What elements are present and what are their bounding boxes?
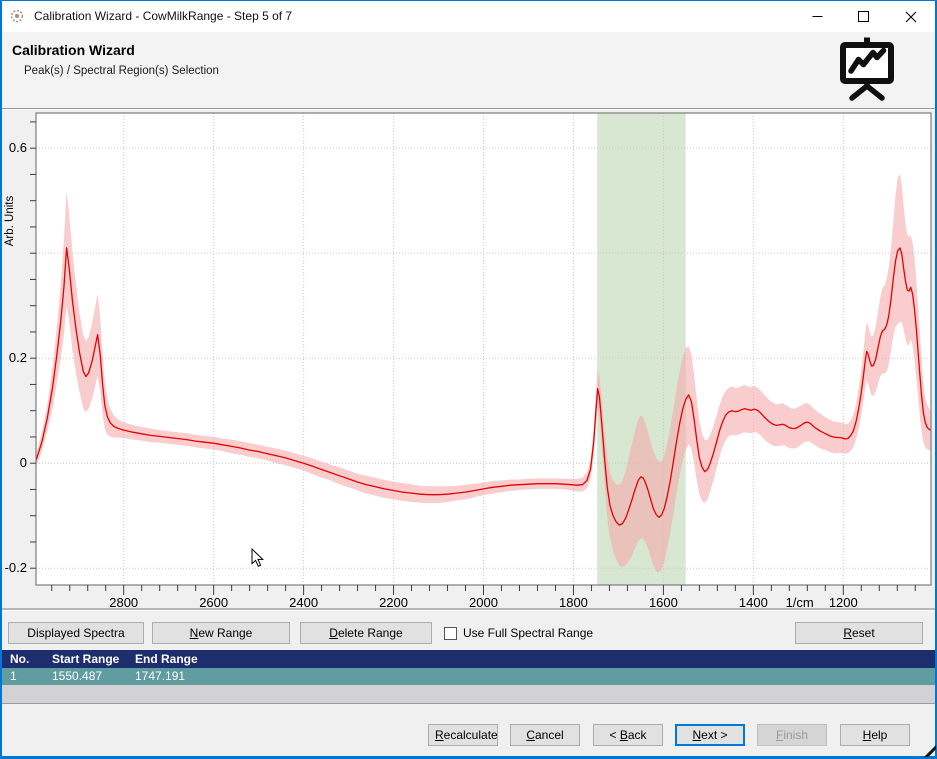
finish-button: Finish — [757, 724, 827, 746]
close-button[interactable] — [886, 1, 935, 32]
range-table-body: 1 1550.487 1747.191 — [2, 668, 935, 685]
window-title: Calibration Wizard - CowMilkRange - Step… — [34, 9, 293, 23]
cancel-button[interactable]: Cancel — [510, 724, 580, 746]
displayed-spectra-button[interactable]: Displayed Spectra — [8, 622, 144, 644]
table-cell: 1747.191 — [135, 669, 186, 683]
table-row[interactable]: 1 1550.487 1747.191 — [2, 668, 935, 685]
x-tick-label: 1600 — [649, 595, 678, 610]
minimize-button[interactable] — [794, 1, 840, 32]
wizard-header: Calibration Wizard Peak(s) / Spectral Re… — [2, 32, 935, 108]
y-tick-label: -0.2 — [5, 560, 27, 575]
page-title: Calibration Wizard — [12, 42, 135, 58]
new-range-button[interactable]: New Range — [152, 622, 290, 644]
maximize-icon — [857, 11, 869, 22]
range-table-empty-area — [2, 685, 935, 704]
table-cell: 1 — [10, 669, 17, 683]
column-end-range: End Range — [135, 652, 198, 666]
use-full-spectral-range-checkbox[interactable] — [444, 627, 457, 640]
column-no: No. — [10, 652, 30, 666]
x-tick-label: 1200 — [829, 595, 858, 610]
y-tick-label: 0.2 — [9, 350, 27, 365]
column-start-range: Start Range — [52, 652, 120, 666]
maximize-button[interactable] — [840, 1, 886, 32]
x-axis-unit-label: 1/cm — [786, 595, 814, 610]
use-full-spectral-range-label: Use Full Spectral Range — [463, 626, 594, 640]
resize-grip[interactable] — [922, 743, 936, 757]
recalculate-button[interactable]: Recalculate — [428, 724, 498, 746]
x-tick-label: 2000 — [469, 595, 498, 610]
chart-presentation-icon — [836, 36, 898, 102]
spectrum-spread-band — [36, 174, 931, 573]
y-axis-title: Arb. Units — [4, 196, 16, 247]
app-icon — [10, 9, 24, 23]
x-tick-label: 1400 — [739, 595, 768, 610]
reset-button[interactable]: Reset — [795, 622, 923, 644]
back-button[interactable]: < Back — [593, 724, 663, 746]
delete-range-button[interactable]: Delete Range — [300, 622, 432, 644]
spectrum-mean-line — [36, 247, 931, 526]
x-tick-label: 2600 — [199, 595, 228, 610]
spectrum-chart[interactable]: 2800 2600 2400 2200 2000 1800 1600 1400 1200 1/cm… — [0, 111, 937, 613]
x-tick-label: 2800 — [109, 595, 138, 610]
x-tick-label: 2400 — [289, 595, 318, 610]
header-divider — [0, 108, 937, 110]
table-cell: 1550.487 — [52, 669, 103, 683]
mouse-cursor — [251, 547, 265, 567]
close-icon — [905, 11, 916, 22]
page-subtitle: Peak(s) / Spectral Region(s) Selection — [24, 65, 219, 77]
help-button[interactable]: Help — [840, 724, 910, 746]
y-tick-label: 0 — [20, 455, 27, 470]
x-tick-label: 2200 — [379, 595, 408, 610]
chart-separator — [0, 608, 937, 611]
plot-area — [36, 113, 931, 585]
range-table-header: No. Start Range End Range — [2, 650, 935, 668]
minimize-icon — [812, 16, 822, 17]
next-button[interactable]: Next > — [675, 724, 745, 746]
x-tick-label: 1800 — [559, 595, 588, 610]
titlebar: Calibration Wizard - CowMilkRange - Step… — [0, 0, 937, 32]
y-tick-label: 0.6 — [9, 140, 27, 155]
